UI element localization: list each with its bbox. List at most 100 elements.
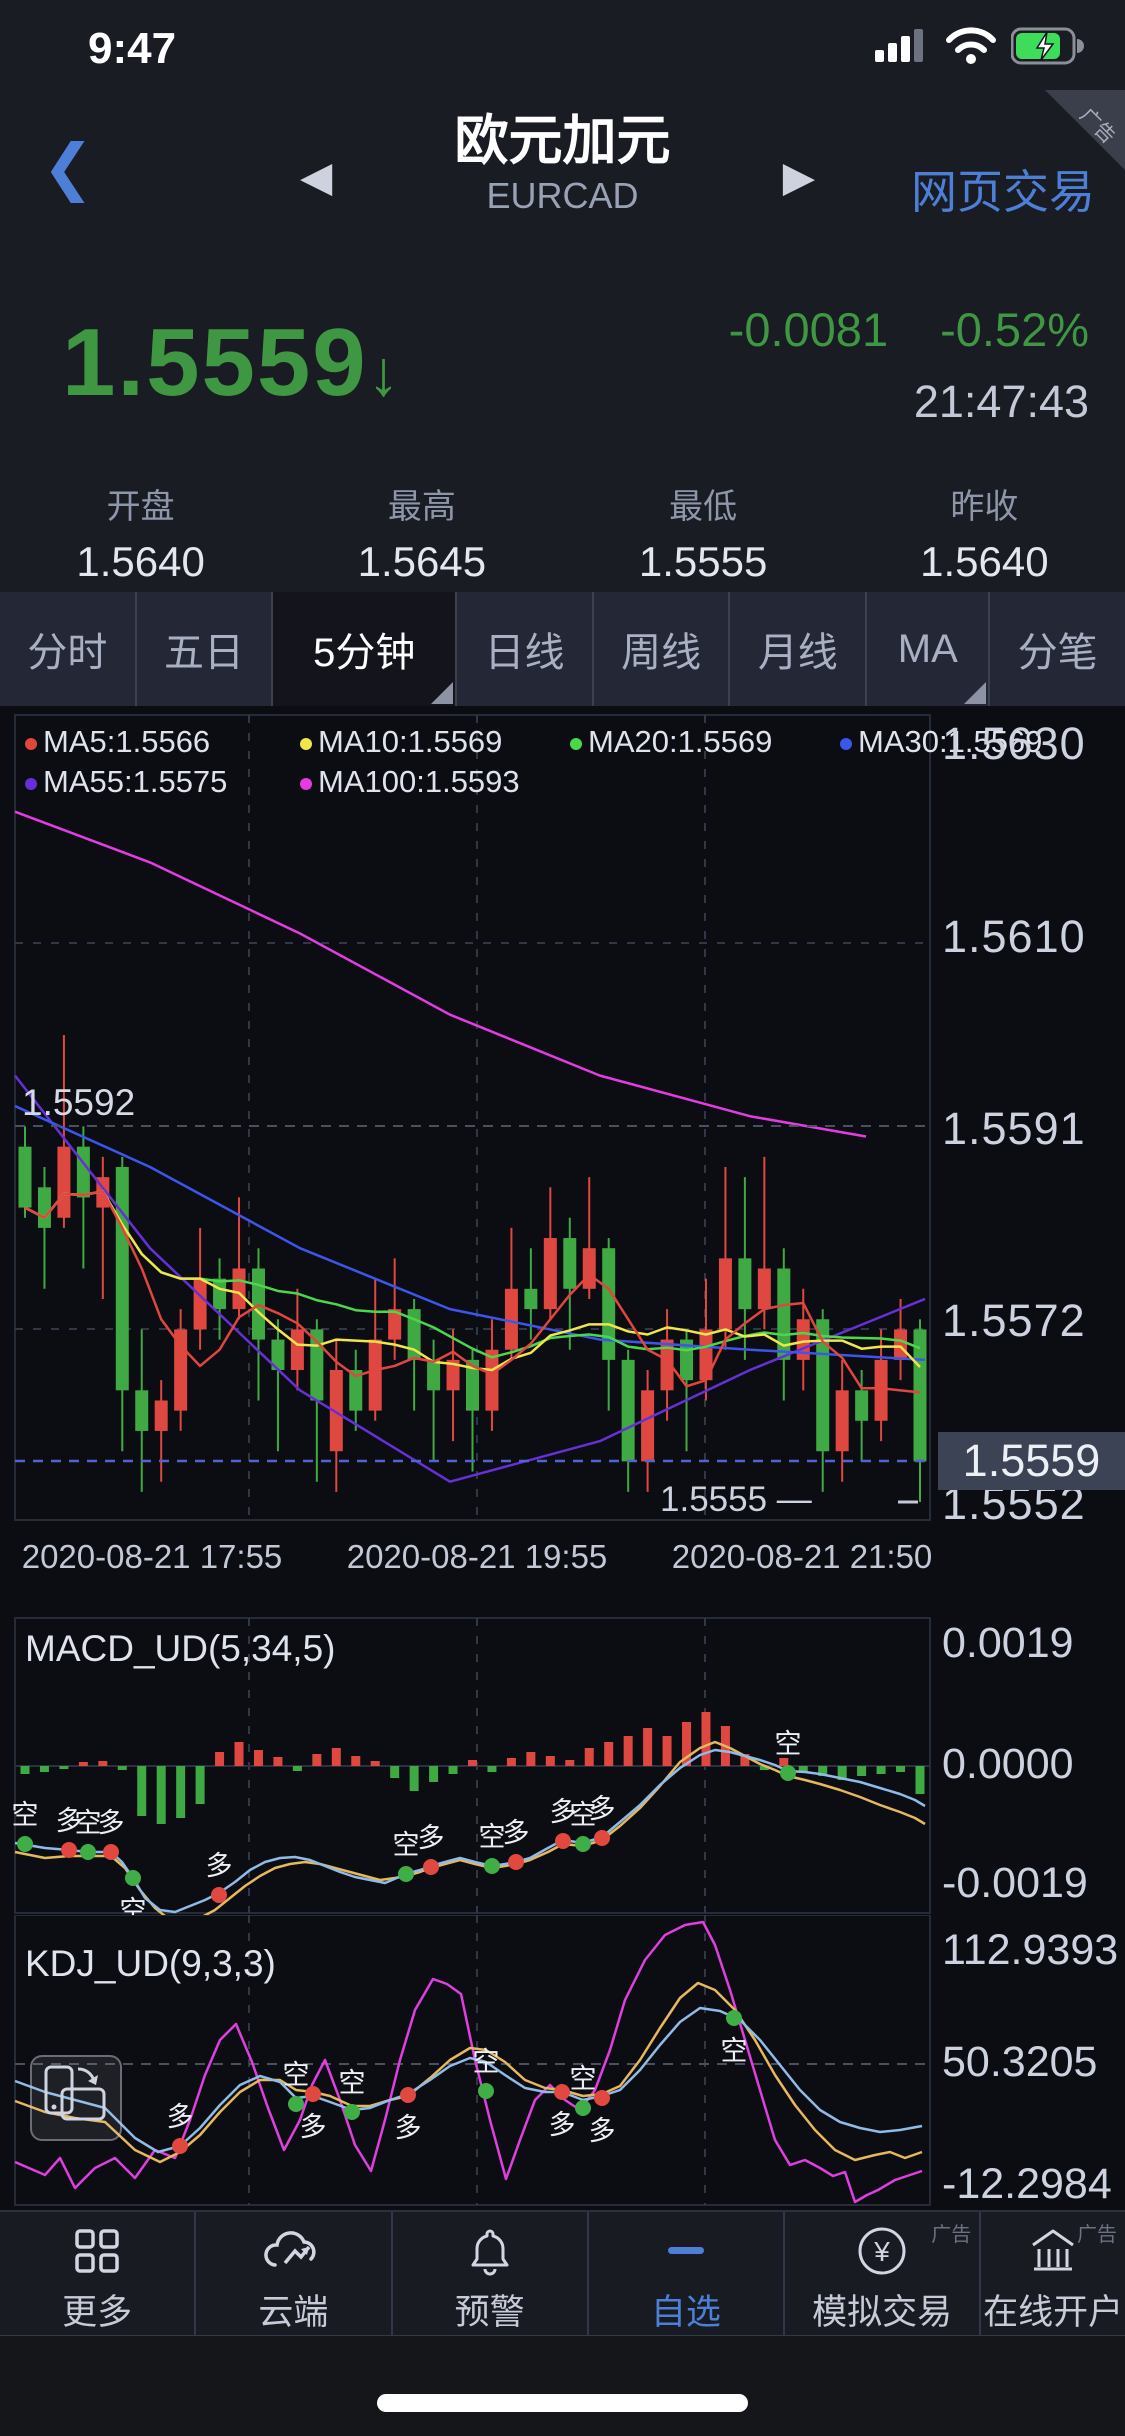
svg-text:空: 空 [479,1822,506,1852]
time-label-1: 2020-08-21 17:55 [21,1538,283,1575]
nav-label: 模拟交易 [812,2293,953,2332]
main-chart[interactable]: MA5:1.5566 MA10:1.5569 MA20:1.5569 MA30:1.5… [0,706,1125,1600]
ad-corner-ribbon[interactable] [1045,90,1125,170]
svg-text:多: 多 [550,1797,577,1827]
web-trade-link[interactable]: 网页交易 [911,166,1095,218]
svg-text:多: 多 [300,2112,327,2142]
low-price-marker: 1.5555 — [660,1480,812,1519]
ohlc-row: 开盘 1.5640 最高 1.5645 最低 1.5555 昨收 1.5640 [0,465,1125,594]
price-section: 1.5559↓ -0.0081 -0.52% 21:47:43 [0,280,1125,465]
tab-label: 周线 [621,631,702,675]
svg-text:多: 多 [503,1818,530,1848]
last-price: 1.5559↓ [62,308,402,418]
tab-5分钟[interactable]: 5分钟 [273,592,458,706]
tab-label: 5分钟 [313,631,416,675]
svg-text:空: 空 [775,1729,802,1759]
macd-chart[interactable]: 空多空多空多空多空多多空多空 MACD_UD(5,34,5) 0.0019 0.0… [0,1600,1125,1915]
prev-symbol-button[interactable]: ◀ [300,153,333,200]
svg-text:空: 空 [339,2068,366,2098]
chart-period-tabs: 分时 五日 5分钟 日线 周线 月线 MA 分笔 [0,592,1125,706]
price-change-pct: -0.52% [940,303,1089,356]
last-price-value: 1.5559 [62,309,368,416]
bottom-nav: 更多 云端 预警 自选 ¥ 模拟交易 广告 在线开户 广告 [0,2210,1125,2338]
nav-label: 在线开户 [983,2293,1124,2332]
nav-item-模拟交易[interactable]: ¥ 模拟交易 广告 [785,2212,982,2335]
svg-text:多: 多 [549,2110,576,2140]
tab-周线[interactable]: 周线 [594,592,731,706]
tab-日线[interactable]: 日线 [457,592,594,706]
ohlc-label: 最高 [387,488,456,526]
bell-icon [462,2222,518,2280]
svg-text:空: 空 [120,1896,147,1915]
main-y-label-1.5630: 1.5630 [942,718,1086,769]
macd-y-label-0.0000: 0.0000 [942,1740,1074,1788]
tab-五日[interactable]: 五日 [137,592,274,706]
rotate-screen-icon [44,2065,106,2121]
tab-label: 日线 [484,631,565,675]
wifi-icon [946,27,996,64]
legend-dot-icon [25,737,37,750]
status-time: 9:47 [88,24,177,73]
nav-label: 预警 [454,2293,525,2332]
ohlc-item-开盘: 开盘 1.5640 [0,465,281,592]
legend-MA10: MA10:1.5569 [300,724,502,760]
nav-item-在线开户[interactable]: 在线开户 广告 [981,2212,1125,2335]
ad-badge: 广告 [1076,2224,1117,2246]
next-symbol-button[interactable]: ▶ [782,153,815,200]
back-button[interactable]: ❮ [42,133,94,202]
legend-text: MA5:1.5566 [43,724,211,759]
nav-label: 云端 [258,2293,329,2332]
nav-item-云端[interactable]: 云端 [196,2212,393,2335]
svg-text:多: 多 [395,2113,422,2143]
tab-label: 五日 [164,631,244,675]
legend-text: MA100:1.5593 [318,764,520,799]
svg-text:多: 多 [167,2102,194,2132]
legend-MA30: MA30:1.5569 [840,724,1042,760]
nav-item-自选[interactable]: 自选 [589,2212,785,2335]
status-icons [875,26,1085,66]
kdj-y-label-50.3205: 50.3205 [942,2038,1098,2086]
signal-icon [875,29,923,62]
tab-label: 分笔 [1017,631,1098,675]
macd-y-label-0.0019: 0.0019 [942,1619,1074,1667]
svg-text:多: 多 [589,1794,616,1824]
ohlc-value: 1.5640 [920,538,1049,585]
svg-text:空: 空 [721,2036,748,2066]
nav-item-更多[interactable]: 更多 [0,2212,197,2335]
legend-MA55: MA55:1.5575 [25,764,227,800]
tab-月线[interactable]: 月线 [730,592,868,706]
svg-text:多: 多 [98,1808,125,1838]
bottom-area [0,2336,1125,2436]
kdj-y-label--12.2984: -12.2984 [942,2160,1112,2208]
svg-text:多: 多 [589,2116,616,2146]
rotate-screen-button[interactable] [30,2055,122,2141]
svg-text:空: 空 [570,2064,597,2094]
legend-dot-icon [25,777,37,790]
tab-分时[interactable]: 分时 [0,592,137,706]
main-y-label-1.5610: 1.5610 [942,911,1086,962]
tab-MA[interactable]: MA [867,592,991,706]
price-change-row: -0.0081 -0.52% [729,302,1089,357]
nav-item-预警[interactable]: 预警 [393,2212,589,2335]
main-y-label-1.5591: 1.5591 [942,1103,1086,1154]
svg-text:空: 空 [473,2047,500,2077]
cloud-icon [261,2222,325,2280]
ad-badge: 广告 [931,2224,972,2246]
kdj-chart[interactable]: 多空多空多空多空多空 KDJ_UD(9,3,3) 112.9393 50.3205… [0,1915,1125,2210]
tab-label: 分时 [27,631,108,675]
time-label-3: 2020-08-21 21:50 [671,1538,933,1575]
current-price-label: 1.5559 [962,1435,1101,1486]
legend-text: MA10:1.5569 [318,724,503,759]
tab-分笔[interactable]: 分笔 [990,592,1125,706]
price-change: -0.0081 [728,303,889,356]
status-bar: 9:47 [0,0,1125,90]
current-price-pill: 1.5559 [938,1432,1125,1490]
home-indicator[interactable] [377,2394,748,2412]
legend-text: MA55:1.5575 [43,764,228,799]
legend-text: MA30:1.5569 [858,724,1043,759]
ref-price-label: 1.5592 [22,1082,136,1123]
legend-MA5: MA5:1.5566 [25,724,210,760]
header: ❮ ◀ 欧元加元 EURCAD ▶ 网页交易 广告 [0,90,1125,282]
dash-icon [658,2222,714,2280]
